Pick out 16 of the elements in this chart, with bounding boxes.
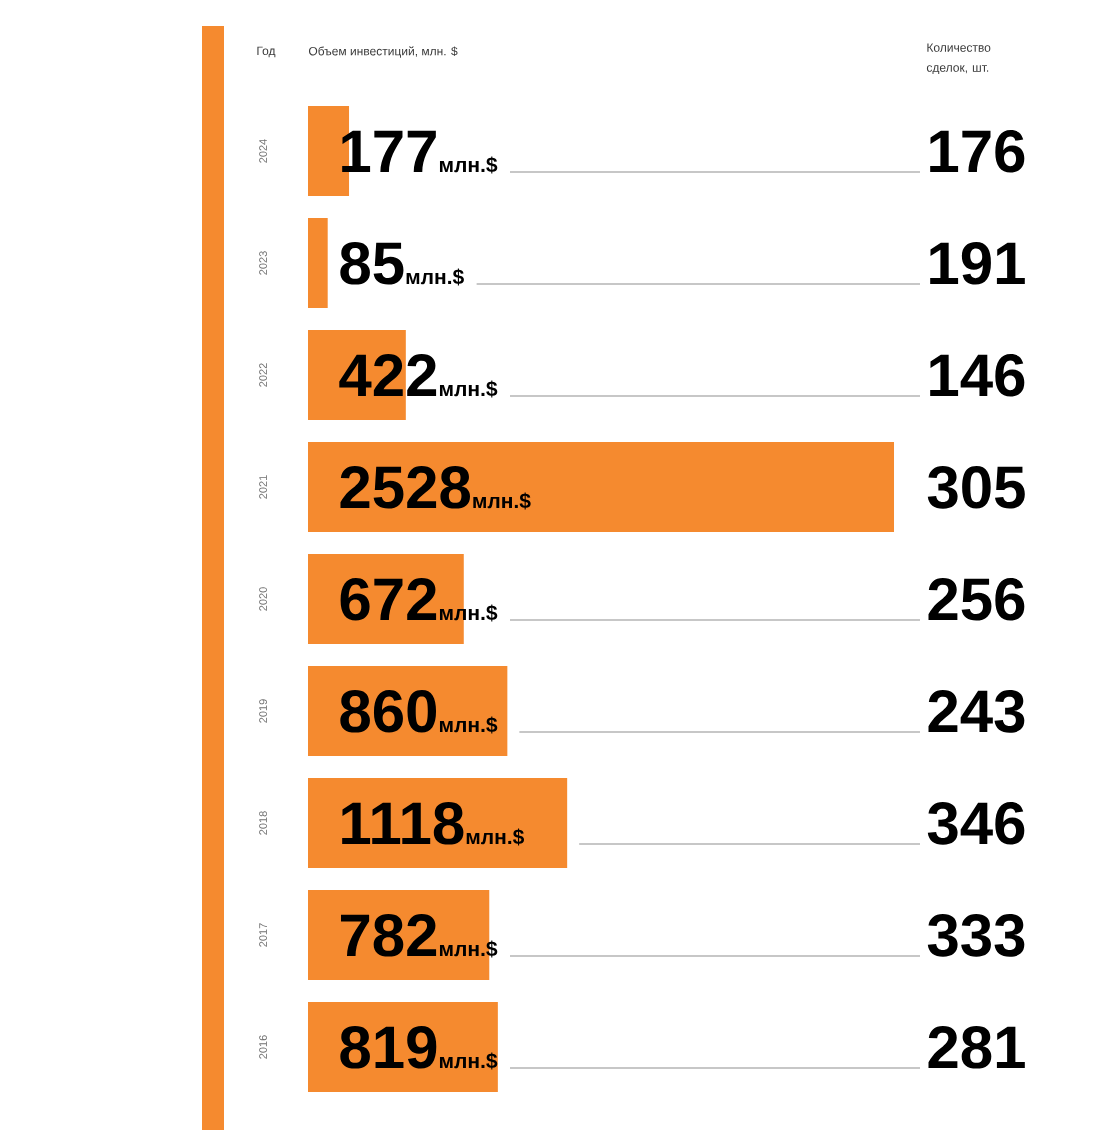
data-label: 333 (927, 914, 1025, 957)
data-label: 176 (930, 130, 1025, 173)
data-label: 146 (930, 354, 1025, 397)
data-label: 281 (928, 1026, 1025, 1069)
data-label: 191 (930, 242, 1025, 285)
data-label: 346 (927, 802, 1025, 845)
bar (308, 218, 328, 309)
data-label: 256 (928, 578, 1025, 621)
data-label: 243 (928, 690, 1025, 733)
bar (308, 442, 895, 533)
data-label: 1118млн.$ (342, 802, 525, 846)
data-label: 2528млн.$ (340, 466, 531, 510)
data-label: 85млн.$ (340, 242, 464, 286)
data-label: 860млн.$ (340, 690, 498, 734)
data-label: 819млн.$ (340, 1026, 498, 1070)
data-label: 305 (927, 466, 1025, 509)
